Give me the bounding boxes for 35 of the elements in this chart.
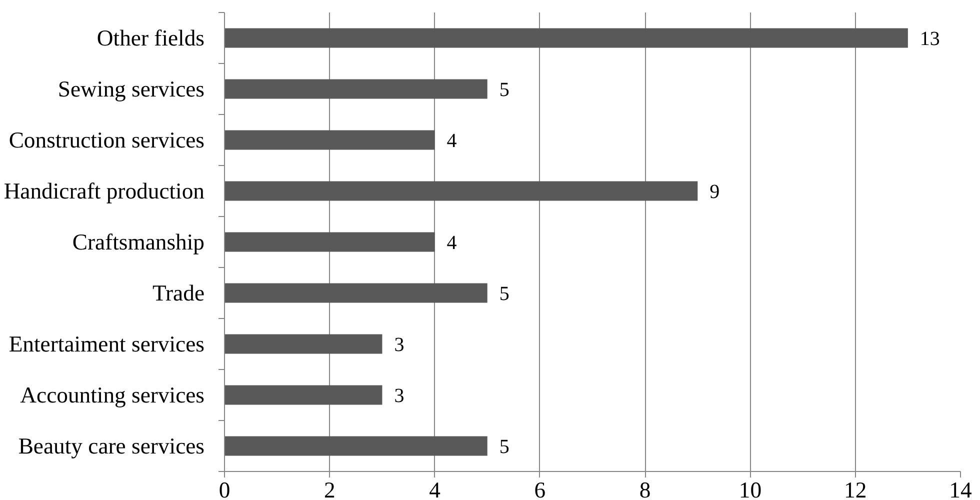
y-tick-label: Trade <box>152 280 205 306</box>
x-tick-label: 2 <box>324 478 336 500</box>
y-tick-label: Entertaiment services <box>8 332 205 356</box>
y-tick-label: Craftsmanship <box>72 230 205 254</box>
y-tick-label: Sewing services <box>58 76 205 102</box>
y-tick-label: Beauty care services <box>18 434 205 458</box>
data-label: 5 <box>499 283 510 305</box>
data-label: 3 <box>394 334 404 356</box>
bar <box>224 436 488 456</box>
x-tick-label: 14 <box>949 478 972 500</box>
data-label: 13 <box>920 28 940 50</box>
x-tick-label: 4 <box>429 478 440 500</box>
bar <box>224 28 908 48</box>
x-tick-label: 10 <box>738 478 762 500</box>
bar <box>224 283 488 303</box>
y-tick-label: Accounting services <box>20 382 205 408</box>
y-tick-label: Other fields <box>96 26 205 50</box>
data-label: 9 <box>710 181 720 203</box>
bar <box>224 232 435 252</box>
bar <box>224 181 698 201</box>
data-label: 4 <box>446 130 457 152</box>
data-label: 3 <box>394 385 404 407</box>
bar <box>224 385 382 405</box>
bar <box>224 130 435 150</box>
x-tick-label: 12 <box>844 478 867 500</box>
bar <box>224 79 488 99</box>
bar <box>224 334 382 354</box>
x-tick-label: 6 <box>534 478 546 500</box>
y-tick-label: Handicraft production <box>4 178 204 204</box>
data-label: 5 <box>499 79 510 101</box>
x-tick-label: 0 <box>218 478 230 500</box>
x-tick-label: 8 <box>639 478 651 500</box>
y-tick-label: Construction services <box>8 128 204 152</box>
data-label: 5 <box>499 436 510 458</box>
data-label: 4 <box>446 232 457 254</box>
